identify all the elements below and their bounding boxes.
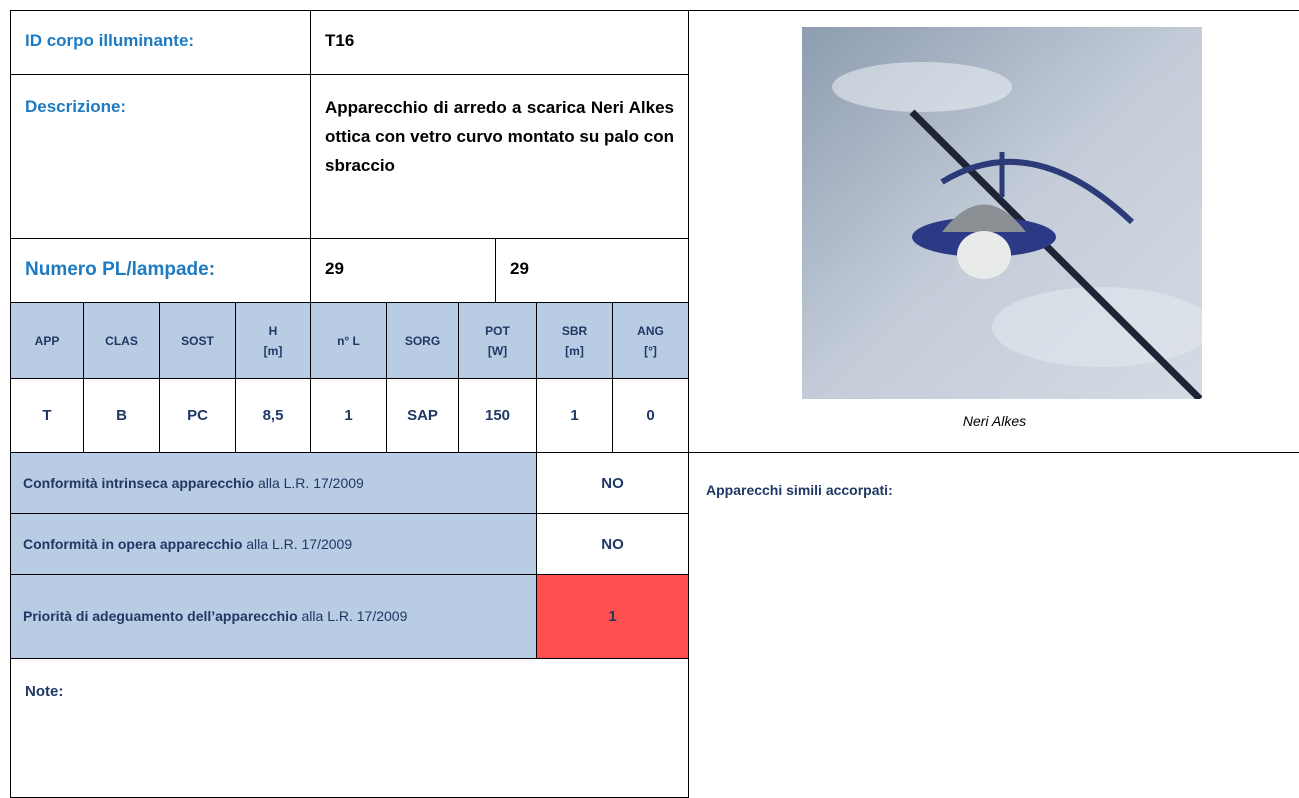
table-header: CLAS <box>83 302 160 379</box>
id-value: T16 <box>310 10 689 75</box>
table-cell: 1 <box>310 378 387 453</box>
photo <box>802 27 1202 399</box>
conformity-label: Priorità di adeguamento dell’apparecchio… <box>10 574 537 659</box>
similar-label: Apparecchi simili accorpati: <box>706 482 893 498</box>
conformity-text: Conformità in opera apparecchio alla L.R… <box>23 535 524 554</box>
numero-label: Numero PL/lampade: <box>10 238 311 303</box>
table-cell: PC <box>159 378 236 453</box>
conformity-text: Conformità intrinseca apparecchio alla L… <box>23 474 524 493</box>
table-cell: 8,5 <box>235 378 311 453</box>
table-cell: SAP <box>386 378 459 453</box>
numero-value: 29 <box>495 238 689 303</box>
table-header: n° L <box>310 302 387 379</box>
conformity-label: Conformità intrinseca apparecchio alla L… <box>10 452 537 514</box>
conformity-bold: Conformità in opera apparecchio <box>23 535 243 552</box>
table-cell: 0 <box>612 378 689 453</box>
table-cell: 150 <box>458 378 537 453</box>
table-header: SORG <box>386 302 459 379</box>
numero-value: 29 <box>310 238 496 303</box>
conformity-rest: alla L.R. 17/2009 <box>254 474 364 491</box>
photo-panel: Neri Alkes <box>688 10 1299 453</box>
id-label: ID corpo illuminante: <box>10 10 311 75</box>
note-label: Note: <box>10 658 689 798</box>
conformity-rest: alla L.R. 17/2009 <box>242 535 353 552</box>
conformity-value: NO <box>536 452 689 514</box>
photo-caption: Neri Alkes <box>962 413 1027 429</box>
conformity-bold: Priorità di adeguamento dell’apparecchio <box>23 608 298 624</box>
table-header: APP <box>10 302 84 379</box>
table-header: H [m] <box>235 302 311 379</box>
descrizione-label: Descrizione: <box>10 74 311 239</box>
conformity-bold: Conformità intrinseca apparecchio <box>23 474 255 491</box>
descrizione-value: Apparecchio di arredo a scarica Neri Alk… <box>310 74 689 239</box>
table-cell: B <box>83 378 160 453</box>
conformity-text: Priorità di adeguamento dell’apparecchio… <box>23 607 524 626</box>
table-header: SOST <box>159 302 236 379</box>
conformity-value: 1 <box>536 574 689 659</box>
conformity-value: NO <box>536 513 689 575</box>
conformity-label: Conformità in opera apparecchio alla L.R… <box>10 513 537 575</box>
table-header: SBR [m] <box>536 302 613 379</box>
table-cell: T <box>10 378 84 453</box>
conformity-rest: alla L.R. 17/2009 <box>297 608 408 624</box>
table-header: ANG [°] <box>612 302 689 379</box>
table-header: POT [W] <box>458 302 537 379</box>
table-cell: 1 <box>536 378 613 453</box>
